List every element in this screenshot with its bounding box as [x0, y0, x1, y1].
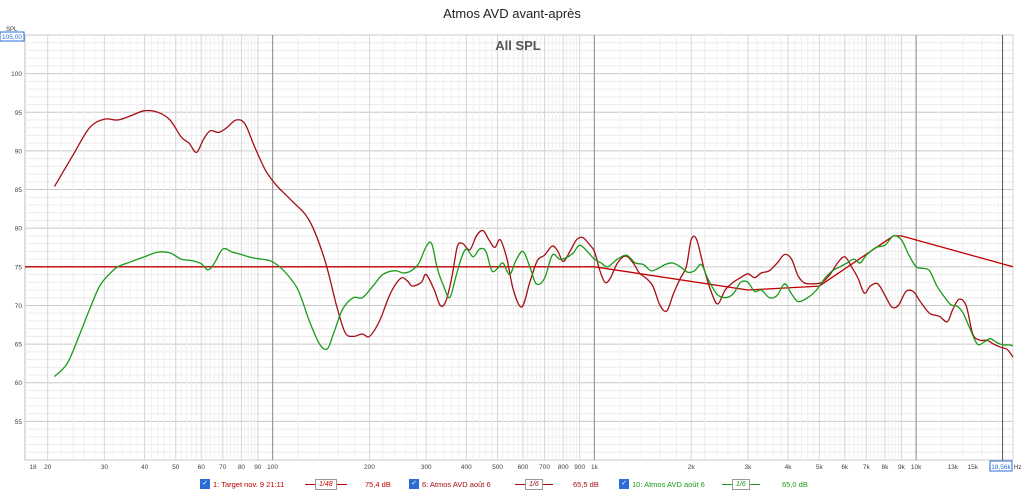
x-tick-label: 15k	[968, 464, 979, 471]
x-tick-label: 10k	[911, 464, 922, 471]
series-line-atmos-10	[54, 235, 1014, 377]
smoothing-label: 1/48	[315, 478, 337, 490]
y-tick-label: 95	[15, 110, 23, 117]
x-tick-label: 600	[518, 464, 529, 471]
smoothing-label: 1/6	[525, 478, 543, 490]
x-tick-label: 700	[539, 464, 550, 471]
y-tick-label: 55	[15, 419, 23, 426]
x-tick-label: 50	[172, 464, 180, 471]
y-tick-label: 80	[15, 226, 23, 233]
legend-series-name: 1: Target nov. 9 21:11	[213, 479, 285, 489]
checkbox-icon[interactable]: ✓	[619, 479, 629, 489]
x-cursor-box[interactable]	[989, 460, 1013, 472]
x-tick-label: 300	[421, 464, 432, 471]
y-top-value: 105,00	[2, 34, 22, 41]
x-tick-label: 8k	[882, 464, 890, 471]
x-tick-label: 4k	[785, 464, 793, 471]
legend-series-name: 10: Atmos AVD août 6	[632, 479, 705, 489]
legend-series-name: 6: Atmos AVD août 6	[422, 479, 491, 489]
legend-item-atmos-6[interactable]: ✓ 6: Atmos AVD août 6	[409, 477, 491, 491]
legend-smoothing-target[interactable]: 1/48	[305, 477, 350, 491]
x-tick-label: 200	[364, 464, 375, 471]
x-tick-label: 18	[29, 464, 37, 471]
x-tick-label: 400	[461, 464, 472, 471]
legend-level: 75,4 dB	[365, 479, 391, 489]
plot-area	[24, 34, 1014, 461]
legend-smoothing-atmos-6[interactable]: 1/6	[515, 477, 556, 491]
x-tick-label: 6k	[841, 464, 849, 471]
x-tick-label: 60	[198, 464, 206, 471]
x-tick-label: 800	[558, 464, 569, 471]
chart-subtitle: All SPL	[495, 38, 541, 53]
x-tick-label: 90	[254, 464, 262, 471]
x-tick-label: 900	[574, 464, 585, 471]
checkbox-icon[interactable]: ✓	[409, 479, 419, 489]
checkbox-icon[interactable]: ✓	[200, 479, 210, 489]
x-tick-label: 3k	[744, 464, 752, 471]
y-tick-label: 90	[15, 148, 23, 155]
x-tick-label: 20	[44, 464, 52, 471]
y-tick-label: 60	[15, 380, 23, 387]
series-layer	[25, 109, 1014, 377]
legend-level: 65,0 dB	[782, 479, 808, 489]
series-line-atmos-6	[53, 109, 1014, 358]
x-tick-label: 500	[492, 464, 503, 471]
x-tick-label: 80	[238, 464, 246, 471]
x-tick-label: 7k	[863, 464, 871, 471]
legend-smoothing-atmos-10[interactable]: 1/6	[722, 477, 763, 491]
legend-level-atmos-10: 65,0 dB	[782, 477, 808, 491]
x-tick-label: 9k	[898, 464, 906, 471]
legend-level: 65,5 dB	[573, 479, 599, 489]
legend-level-atmos-6: 65,5 dB	[573, 477, 599, 491]
y-tick-label: 70	[15, 303, 23, 310]
x-tick-label: 1k	[591, 464, 599, 471]
y-axis-label: SPL	[6, 27, 18, 33]
legend-item-atmos-10[interactable]: ✓ 10: Atmos AVD août 6	[619, 477, 705, 491]
y-tick-label: 65	[15, 342, 23, 349]
chart-title: Atmos AVD avant-après	[443, 6, 581, 21]
y-tick-label: 75	[15, 264, 23, 271]
legend-level-target: 75,4 dB	[365, 477, 391, 491]
x-tick-label: 5k	[816, 464, 824, 471]
smoothing-label: 1/6	[732, 478, 750, 490]
y-top-box[interactable]	[0, 31, 25, 42]
legend: ✓ 1: Target nov. 9 21:11 1/48 75,4 dB ✓ …	[0, 477, 1024, 491]
y-tick-label: 100	[11, 71, 22, 78]
x-tick-label: 100	[267, 464, 278, 471]
axis-layer: 55 60 65 70 75 80 85 90 95 100 18 20 30 40 50 60 70 80 90 1…	[11, 35, 1004, 471]
x-tick-label: 30	[101, 464, 109, 471]
x-tick-label: 2k	[688, 464, 696, 471]
x-cursor-value: 18,56k	[991, 464, 1011, 471]
x-tick-label: 13k	[948, 464, 959, 471]
y-tick-label: 85	[15, 187, 23, 194]
x-axis-unit: Hz	[1014, 465, 1021, 471]
grid-layer	[24, 34, 1014, 461]
x-tick-label: 40	[141, 464, 149, 471]
legend-item-target[interactable]: ✓ 1: Target nov. 9 21:11	[200, 477, 284, 491]
x-tick-label: 70	[219, 464, 227, 471]
